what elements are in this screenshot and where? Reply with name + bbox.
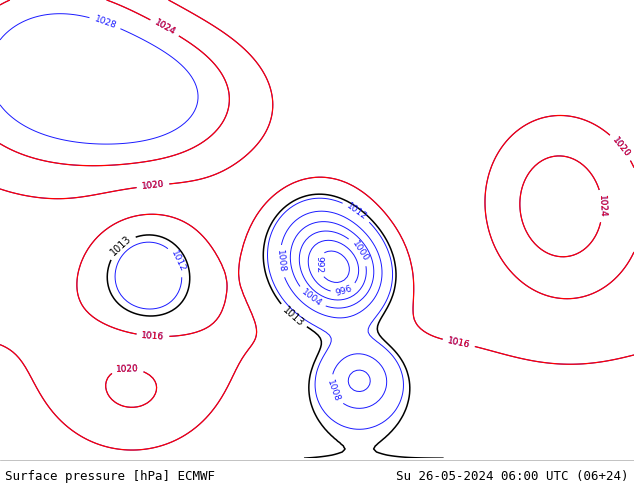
Text: 1016: 1016 — [446, 336, 471, 350]
Text: 1024: 1024 — [153, 18, 177, 37]
Text: 1028: 1028 — [93, 15, 117, 31]
Text: 1024: 1024 — [597, 195, 607, 218]
Text: 1020: 1020 — [116, 364, 139, 374]
Text: 1000: 1000 — [350, 239, 370, 263]
Text: 1024: 1024 — [597, 195, 607, 218]
Text: 1013: 1013 — [281, 304, 306, 328]
Text: 1020: 1020 — [611, 135, 632, 159]
Text: 1020: 1020 — [611, 135, 632, 159]
Text: 1012: 1012 — [345, 201, 369, 222]
Text: 992: 992 — [314, 256, 323, 273]
Text: 1016: 1016 — [141, 331, 165, 342]
Text: 1013: 1013 — [108, 234, 133, 258]
Text: Su 26-05-2024 06:00 UTC (06+24): Su 26-05-2024 06:00 UTC (06+24) — [396, 470, 629, 483]
Text: 1008: 1008 — [275, 249, 287, 273]
Text: 1020: 1020 — [141, 180, 165, 191]
Text: 1016: 1016 — [446, 336, 471, 350]
Text: 1012: 1012 — [169, 249, 187, 273]
Text: 996: 996 — [335, 284, 354, 298]
Text: 1008: 1008 — [325, 378, 342, 403]
Text: 1016: 1016 — [141, 331, 165, 342]
Text: 1024: 1024 — [153, 18, 177, 37]
Text: 1004: 1004 — [299, 288, 323, 309]
Text: 1020: 1020 — [116, 364, 139, 374]
Text: Surface pressure [hPa] ECMWF: Surface pressure [hPa] ECMWF — [5, 470, 215, 483]
Text: 1020: 1020 — [141, 180, 165, 191]
